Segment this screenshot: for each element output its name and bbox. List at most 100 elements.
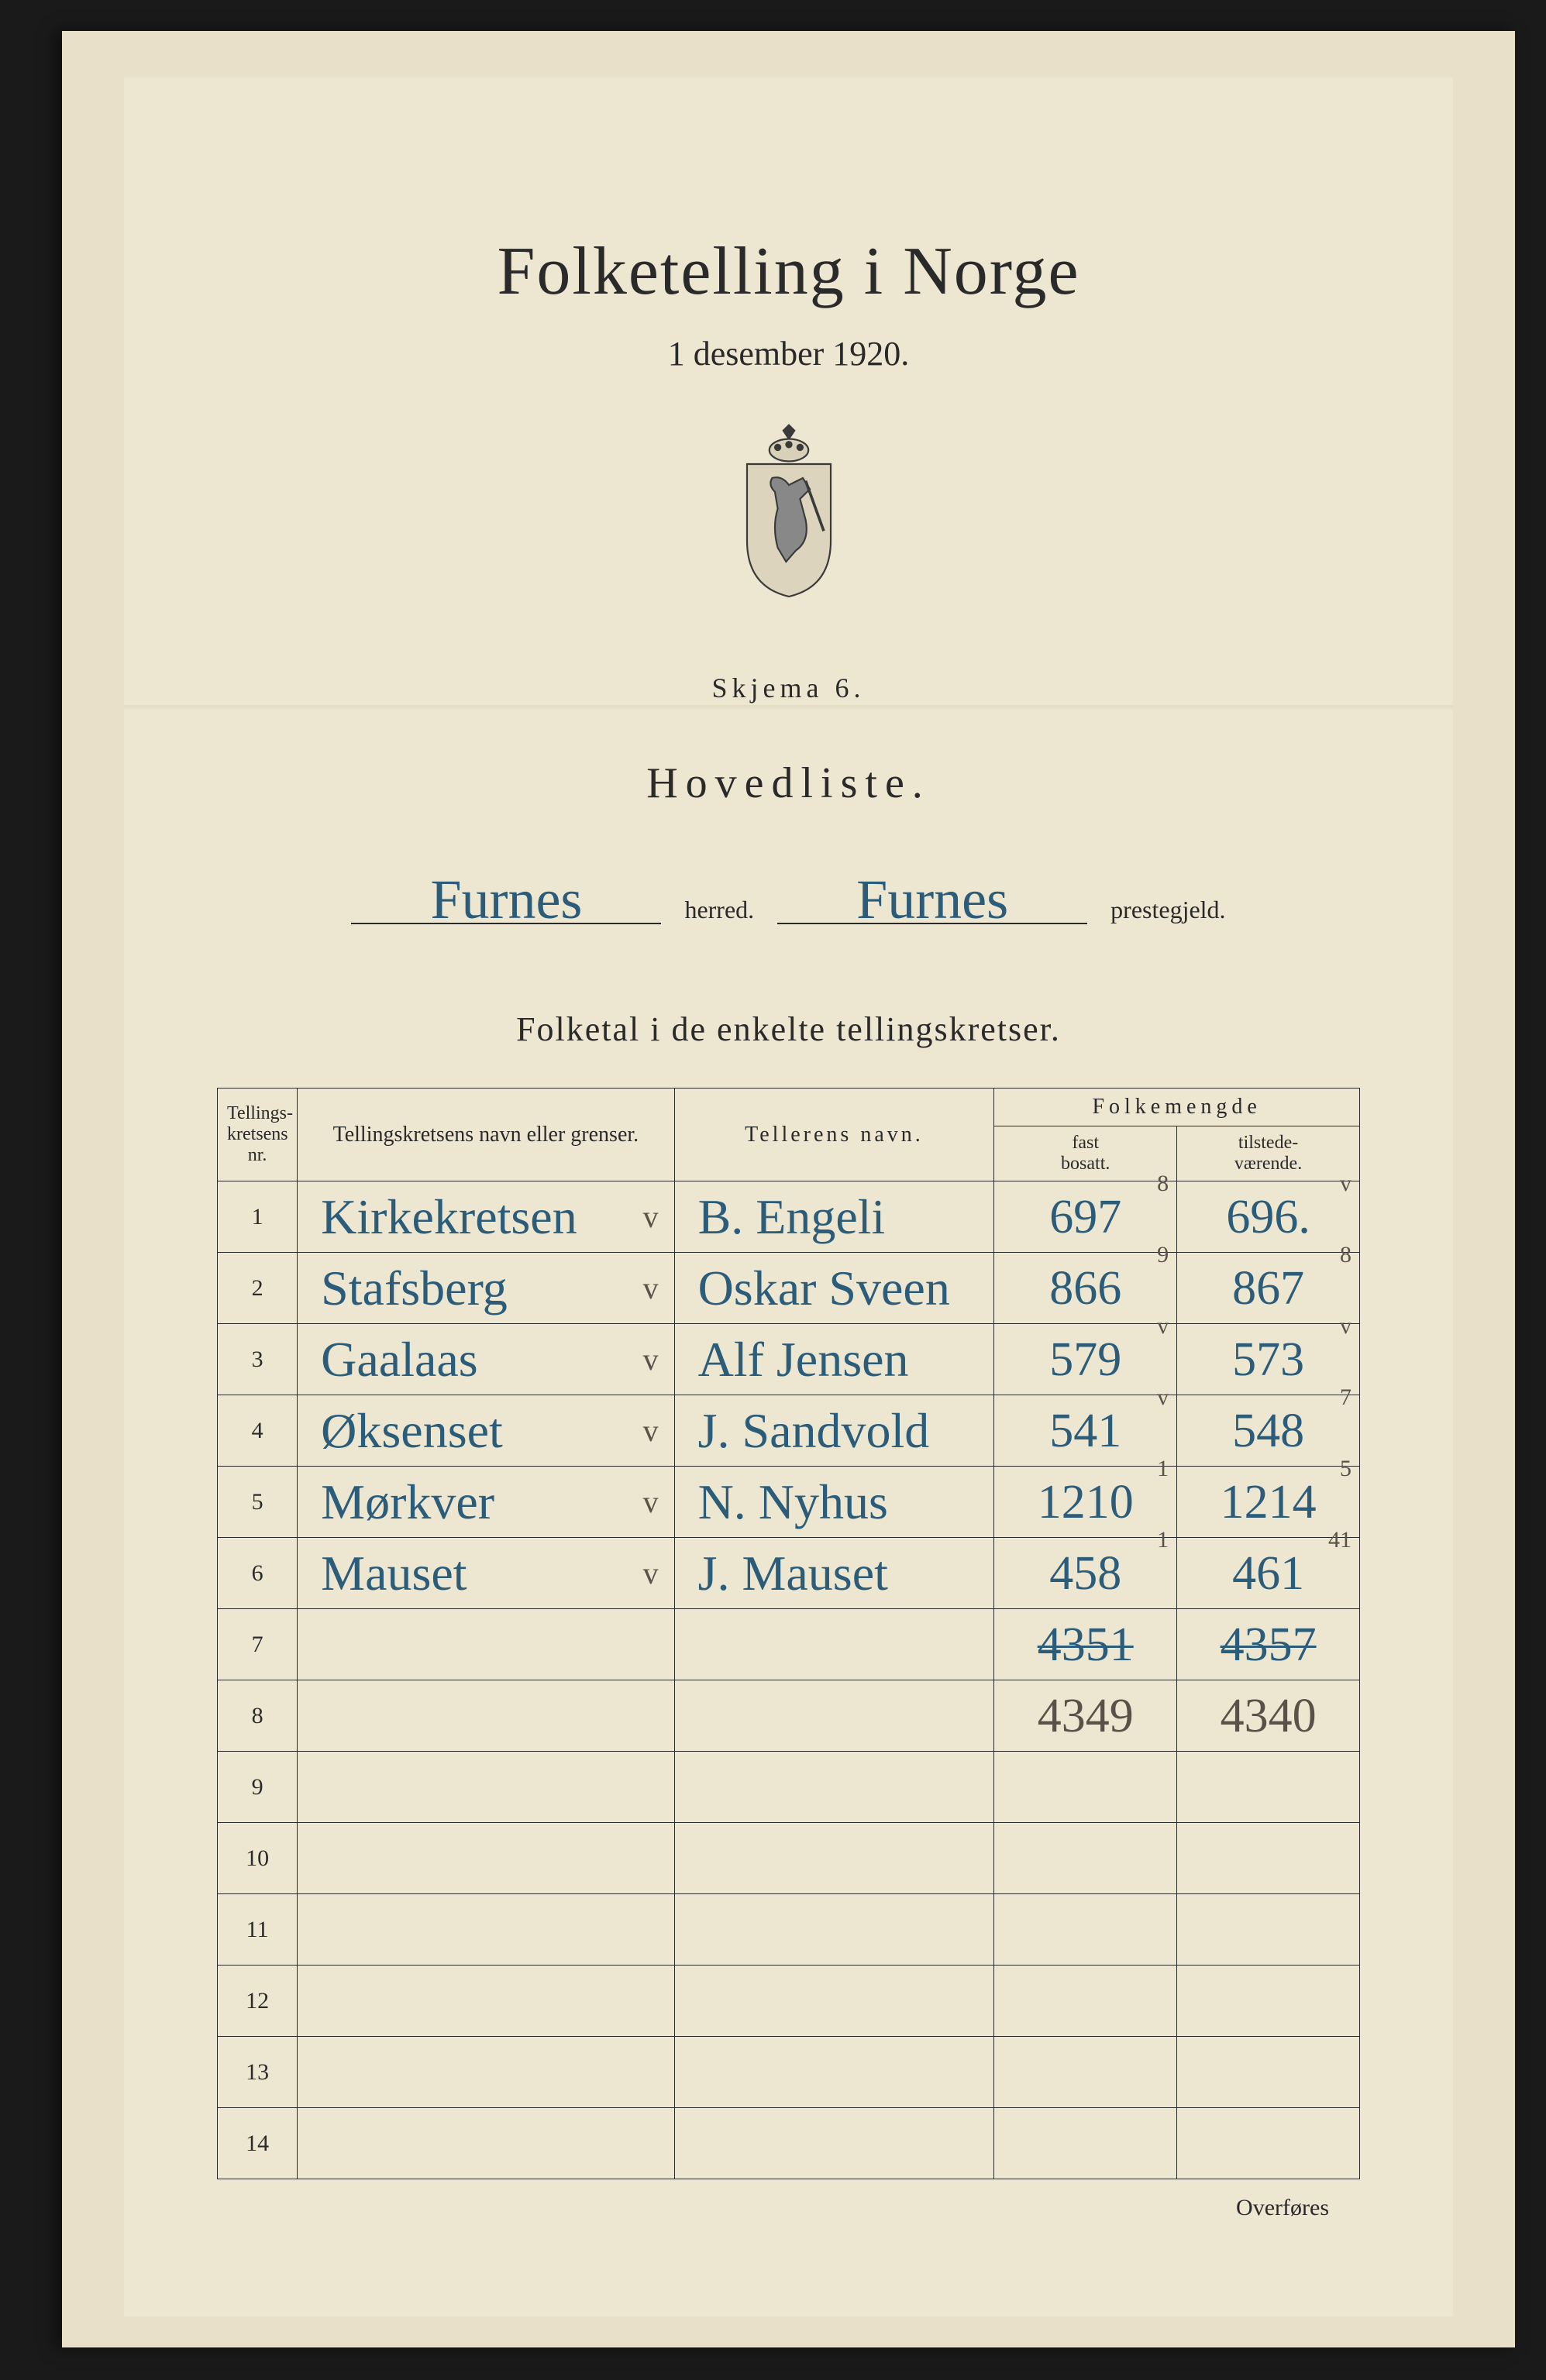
prestegjeld-label: prestegjeld. xyxy=(1110,896,1225,924)
cell-tellerens-navn: J. Sandvold xyxy=(674,1395,994,1467)
cell-kretsens-navn: Gaalaasv xyxy=(298,1324,674,1395)
cell-kretsens-navn: Kirkekretsenv xyxy=(298,1181,674,1253)
tils-annotation: 7 xyxy=(1340,1386,1351,1409)
table-row: 5MørkvervN. Nyhus1210112145 xyxy=(218,1467,1360,1538)
cell-fast-bosatt xyxy=(994,1966,1177,2037)
cell-nr: 11 xyxy=(218,1894,298,1966)
table-row: 7 43514357 xyxy=(218,1609,1360,1680)
row-checkmark: v xyxy=(643,1202,659,1233)
cell-fast-bosatt xyxy=(994,2108,1177,2179)
cell-tellerens-navn: Alf Jensen xyxy=(674,1324,994,1395)
cell-tilstedevaerende xyxy=(1177,1752,1360,1823)
cell-fast-bosatt xyxy=(994,2037,1177,2108)
hovedliste-heading: Hovedliste. xyxy=(217,758,1360,808)
cell-fast-bosatt: 579v xyxy=(994,1324,1177,1395)
cell-tilstedevaerende xyxy=(1177,2037,1360,2108)
document-paper: Folketelling i Norge 1 desember 1920. Sk… xyxy=(124,77,1453,2316)
herred-field: Furnes xyxy=(351,862,661,924)
cell-tellerens-navn xyxy=(674,1823,994,1894)
row-checkmark: v xyxy=(643,1487,659,1518)
prestegjeld-value: Furnes xyxy=(856,868,1008,930)
cell-fast-bosatt xyxy=(994,1823,1177,1894)
table-row: 2StafsbergvOskar Sveen86698678 xyxy=(218,1253,1360,1324)
cell-nr: 14 xyxy=(218,2108,298,2179)
cell-kretsens-navn xyxy=(298,2037,674,2108)
th-name: Tellingskretsens navn eller grenser. xyxy=(298,1089,674,1181)
cell-kretsens-navn xyxy=(298,1894,674,1966)
cell-tellerens-navn: B. Engeli xyxy=(674,1181,994,1253)
cell-tellerens-navn xyxy=(674,1752,994,1823)
cell-nr: 2 xyxy=(218,1253,298,1324)
document-date: 1 desember 1920. xyxy=(217,334,1360,373)
tils-annotation: v xyxy=(1340,1315,1351,1338)
herred-prestegjeld-row: Furnes herred. Furnes prestegjeld. xyxy=(217,862,1360,924)
table-row: 12 xyxy=(218,1966,1360,2037)
overfores-label: Overføres xyxy=(217,2179,1360,2221)
cell-tellerens-navn xyxy=(674,2108,994,2179)
cell-tilstedevaerende: 4357 xyxy=(1177,1609,1360,1680)
cell-tellerens-navn xyxy=(674,1966,994,2037)
cell-tilstedevaerende: 696.v xyxy=(1177,1181,1360,1253)
cell-kretsens-navn: Mørkverv xyxy=(298,1467,674,1538)
cell-tilstedevaerende: 8678 xyxy=(1177,1253,1360,1324)
cell-kretsens-navn xyxy=(298,1966,674,2037)
scanned-page: Folketelling i Norge 1 desember 1920. Sk… xyxy=(62,31,1515,2347)
schema-label: Skjema 6. xyxy=(217,672,1360,704)
cell-kretsens-navn: Stafsbergv xyxy=(298,1253,674,1324)
cell-nr: 10 xyxy=(218,1823,298,1894)
paper-fold xyxy=(124,705,1453,711)
th-nr: Tellings- kretsens nr. xyxy=(218,1089,298,1181)
cell-nr: 8 xyxy=(218,1680,298,1752)
cell-tilstedevaerende xyxy=(1177,2108,1360,2179)
cell-tilstedevaerende: 46141 xyxy=(1177,1538,1360,1609)
coat-of-arms-icon xyxy=(217,420,1360,610)
table-row: 1KirkekretsenvB. Engeli6978696.v xyxy=(218,1181,1360,1253)
table-row: 3GaalaasvAlf Jensen579v573v xyxy=(218,1324,1360,1395)
herred-label: herred. xyxy=(684,896,754,924)
cell-fast-bosatt: 4351 xyxy=(994,1609,1177,1680)
cell-nr: 13 xyxy=(218,2037,298,2108)
th-tilstede: tilstede- værende. xyxy=(1177,1126,1360,1181)
row-checkmark: v xyxy=(643,1273,659,1304)
cell-tilstedevaerende: 573v xyxy=(1177,1324,1360,1395)
herred-value: Furnes xyxy=(430,868,582,930)
tils-annotation: 41 xyxy=(1328,1529,1351,1552)
fast-annotation: 1 xyxy=(1157,1529,1169,1552)
fast-annotation: v xyxy=(1157,1386,1169,1409)
th-fast: fast bosatt. xyxy=(994,1126,1177,1181)
cell-nr: 1 xyxy=(218,1181,298,1253)
cell-nr: 4 xyxy=(218,1395,298,1467)
cell-tilstedevaerende xyxy=(1177,1966,1360,2037)
cell-fast-bosatt xyxy=(994,1752,1177,1823)
fast-annotation: 8 xyxy=(1157,1172,1169,1195)
th-teller: Tellerens navn. xyxy=(674,1089,994,1181)
cell-tellerens-navn xyxy=(674,1609,994,1680)
row-checkmark: v xyxy=(643,1558,659,1589)
cell-kretsens-navn xyxy=(298,1823,674,1894)
th-folkemengde: Folkemengde xyxy=(994,1089,1360,1126)
fast-annotation: 9 xyxy=(1157,1243,1169,1267)
row-checkmark: v xyxy=(643,1344,659,1375)
cell-fast-bosatt: 12101 xyxy=(994,1467,1177,1538)
cell-fast-bosatt: 541v xyxy=(994,1395,1177,1467)
cell-tellerens-navn xyxy=(674,1680,994,1752)
cell-kretsens-navn: Øksensetv xyxy=(298,1395,674,1467)
table-row: 14 xyxy=(218,2108,1360,2179)
cell-nr: 12 xyxy=(218,1966,298,2037)
cell-tellerens-navn xyxy=(674,1894,994,1966)
cell-nr: 9 xyxy=(218,1752,298,1823)
table-body: 1KirkekretsenvB. Engeli6978696.v2Stafsbe… xyxy=(218,1181,1360,2179)
cell-nr: 7 xyxy=(218,1609,298,1680)
table-row: 13 xyxy=(218,2037,1360,2108)
cell-tilstedevaerende: 4340 xyxy=(1177,1680,1360,1752)
cell-fast-bosatt: 4349 xyxy=(994,1680,1177,1752)
table-row: 4ØksensetvJ. Sandvold541v5487 xyxy=(218,1395,1360,1467)
cell-nr: 3 xyxy=(218,1324,298,1395)
cell-nr: 6 xyxy=(218,1538,298,1609)
cell-tellerens-navn: J. Mauset xyxy=(674,1538,994,1609)
document-title: Folketelling i Norge xyxy=(217,232,1360,311)
cell-nr: 5 xyxy=(218,1467,298,1538)
table-row: 10 xyxy=(218,1823,1360,1894)
cell-tilstedevaerende xyxy=(1177,1894,1360,1966)
cell-tellerens-navn xyxy=(674,2037,994,2108)
